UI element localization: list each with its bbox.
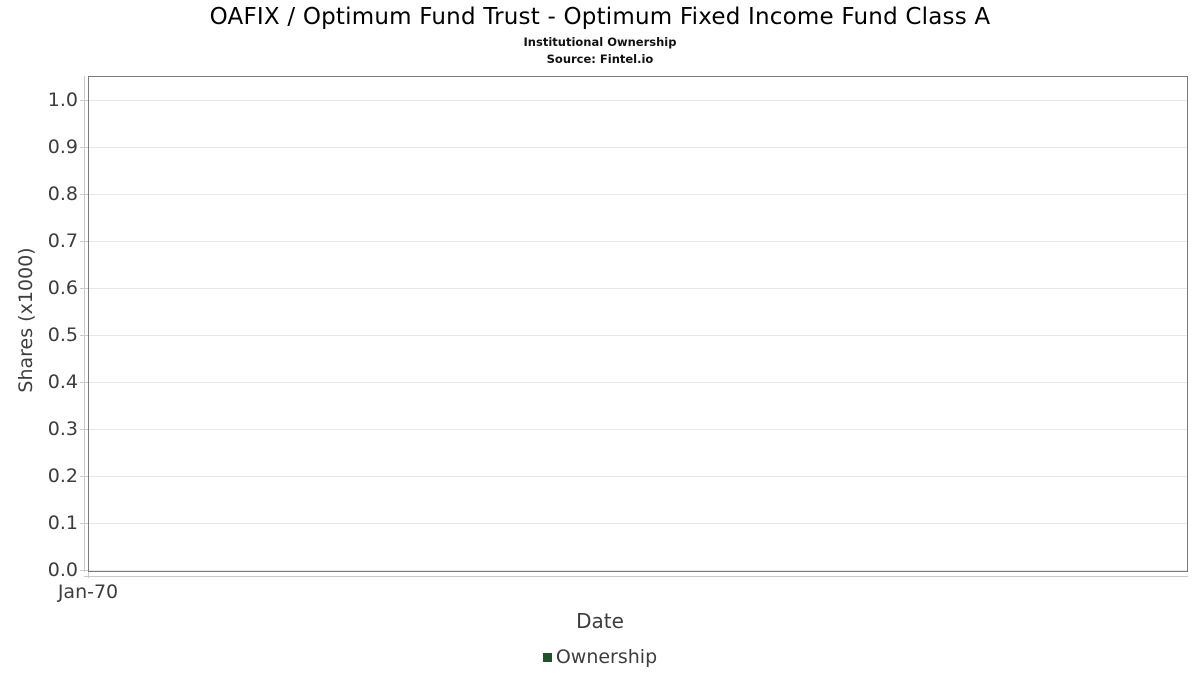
y-tick-label: 0.6 — [47, 277, 78, 299]
x-axis-line — [84, 576, 1188, 577]
y-gridline — [89, 570, 1187, 571]
y-gridline — [89, 476, 1187, 477]
chart-source-label: Source: Fintel.io — [546, 52, 654, 66]
y-tick-label: 0.3 — [47, 418, 78, 440]
y-tick-label: 0.0 — [47, 559, 78, 581]
y-tick — [80, 288, 88, 289]
y-tick-label: 1.0 — [47, 89, 78, 111]
chart-title: OAFIX / Optimum Fund Trust - Optimum Fix… — [209, 4, 991, 30]
y-gridline — [89, 523, 1187, 524]
x-tick-label: Jan-70 — [57, 581, 119, 603]
y-tick-label: 0.7 — [47, 230, 78, 252]
y-tick-label: 0.8 — [47, 183, 78, 205]
y-tick-label: 0.9 — [47, 136, 78, 158]
chart-subtitle: Institutional Ownership — [523, 35, 677, 49]
x-axis-title: Date — [576, 609, 624, 633]
y-axis-line — [84, 76, 85, 572]
y-tick — [80, 194, 88, 195]
y-tick — [80, 147, 88, 148]
y-tick-label: 0.4 — [47, 371, 78, 393]
y-tick — [80, 570, 88, 571]
y-gridline — [89, 429, 1187, 430]
y-gridline — [89, 194, 1187, 195]
y-gridline — [89, 147, 1187, 148]
y-tick-label: 0.2 — [47, 465, 78, 487]
legend-label: Ownership — [555, 646, 658, 668]
y-gridline — [89, 288, 1187, 289]
legend: Ownership — [0, 646, 1200, 668]
y-tick — [80, 335, 88, 336]
y-tick — [80, 382, 88, 383]
y-tick-label: 0.1 — [47, 512, 78, 534]
y-tick — [80, 476, 88, 477]
legend-marker-square-icon — [542, 652, 552, 662]
y-tick — [80, 241, 88, 242]
y-tick — [80, 100, 88, 101]
y-gridline — [89, 335, 1187, 336]
plot-area — [88, 76, 1188, 572]
x-tick — [88, 572, 89, 578]
y-gridline — [89, 382, 1187, 383]
y-tick — [80, 523, 88, 524]
y-gridline — [89, 100, 1187, 101]
y-tick — [80, 429, 88, 430]
y-gridline — [89, 241, 1187, 242]
y-tick-label: 0.5 — [47, 324, 78, 346]
